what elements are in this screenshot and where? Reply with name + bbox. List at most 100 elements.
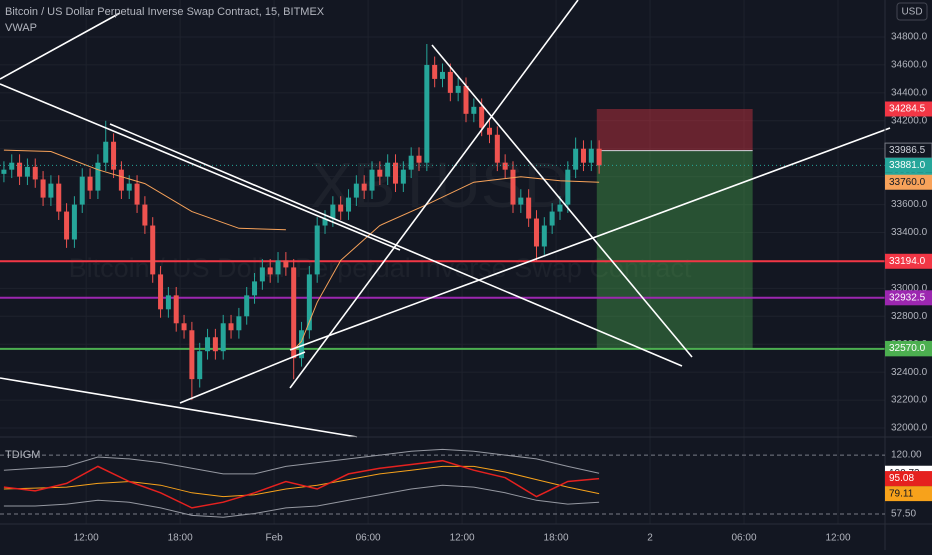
candle-body — [486, 127, 492, 135]
candle-body — [134, 183, 140, 205]
trend-line — [289, 0, 579, 389]
price-badge-label: 33881.0 — [889, 160, 926, 171]
candle-body — [244, 295, 250, 317]
legend-vwap: VWAP — [5, 22, 37, 34]
candle-body — [565, 169, 571, 205]
currency-box[interactable] — [896, 2, 928, 21]
trend-line — [0, 12, 121, 80]
indicator-pane — [0, 448, 885, 518]
x-tick-label: 06:00 — [356, 533, 381, 544]
candle-body — [502, 162, 508, 170]
y-tick-label: 34400.0 — [891, 88, 928, 99]
candle-body — [353, 183, 359, 198]
candle-body — [252, 281, 258, 296]
indicator-line — [3, 448, 600, 475]
x-tick-label: 06:00 — [732, 533, 757, 544]
x-tick-label: Feb — [265, 533, 283, 544]
currency[interactable]: USD — [901, 7, 922, 18]
y-tick-label: 32200.0 — [891, 395, 928, 406]
candle-body — [275, 260, 281, 275]
candle-body — [322, 218, 328, 226]
target-zone — [596, 150, 753, 349]
candle-body — [291, 267, 297, 359]
x-tick-label: 2 — [647, 533, 653, 544]
candle-body — [526, 197, 532, 219]
x-tick-label: 12:00 — [74, 533, 99, 544]
candle-body — [197, 351, 203, 380]
candle-body — [259, 267, 265, 282]
candle-body — [142, 204, 148, 226]
indicator-line — [3, 459, 600, 509]
candle-body — [79, 176, 85, 205]
candle-body — [346, 197, 352, 212]
trend-line — [179, 351, 306, 404]
candle-body — [518, 197, 524, 205]
x-tick-label: 12:00 — [825, 533, 850, 544]
candle-body — [306, 274, 312, 331]
drawings — [0, 0, 891, 438]
candle-body — [377, 169, 383, 177]
price-badge-label: 79.11 — [889, 488, 914, 499]
trend-line — [0, 83, 401, 251]
candle-body — [541, 225, 547, 247]
y-tick-label: 57.50 — [891, 509, 916, 520]
candle-body — [361, 183, 367, 191]
candle-body — [471, 106, 477, 114]
candle-body — [580, 148, 586, 163]
candle-body — [588, 148, 594, 163]
candle-body — [220, 323, 226, 352]
candle-body — [173, 295, 179, 324]
candle-body — [150, 225, 156, 275]
price-badge-label: 33760.0 — [889, 177, 926, 188]
price-badge — [885, 471, 932, 487]
y-tick-label: 34200.0 — [891, 115, 928, 126]
candle-body — [158, 274, 164, 310]
candle-body — [17, 162, 23, 177]
candle-body — [385, 162, 391, 177]
candle-body — [330, 204, 336, 219]
y-tick-label: 32800.0 — [891, 311, 928, 322]
main-pane — [0, 43, 885, 401]
candle-body — [118, 169, 124, 191]
candle-body — [408, 155, 414, 170]
y-tick-label: 34600.0 — [891, 60, 928, 71]
candle-body — [596, 148, 602, 166]
candle-body — [56, 183, 62, 212]
candle-body — [71, 204, 77, 240]
candle-body — [432, 64, 438, 79]
candle-body — [447, 71, 453, 93]
price-badge — [885, 253, 932, 269]
trend-line — [431, 44, 693, 358]
indicator-title: TDIGM — [5, 449, 40, 461]
price-badge — [885, 340, 932, 356]
trend-line — [0, 377, 358, 438]
chart-title: Bitcoin / US Dollar Perpetual Inverse Sw… — [5, 6, 325, 18]
axes: 12:00 18:00 Feb 06:00 12:00 18:00 2 06:00 12:00 3… — [74, 32, 932, 544]
candle-body — [189, 330, 195, 380]
price-badge-label: 32932.5 — [889, 292, 926, 303]
candle-body — [103, 141, 109, 163]
vwap-line — [3, 149, 600, 351]
candle-body — [557, 204, 563, 212]
candle-body — [236, 316, 242, 331]
candle-body — [95, 162, 101, 191]
candle-body — [48, 183, 54, 198]
candle-body — [533, 218, 539, 247]
x-tick-label: 12:00 — [450, 533, 475, 544]
price-badge — [885, 174, 932, 190]
candle-body — [439, 71, 446, 79]
price-badge — [885, 101, 932, 117]
indicator-line — [3, 484, 600, 518]
candle-body — [338, 204, 344, 212]
candle-body — [494, 134, 500, 163]
candle-body — [24, 166, 30, 177]
price-badge-label: 34284.5 — [889, 104, 926, 115]
candle-body — [573, 148, 579, 170]
y-tick-label: 32400.0 — [891, 367, 928, 378]
y-tick-label: 33600.0 — [891, 199, 928, 210]
candle-body — [126, 183, 132, 191]
candle-body — [32, 166, 38, 180]
candle-body — [314, 225, 320, 275]
